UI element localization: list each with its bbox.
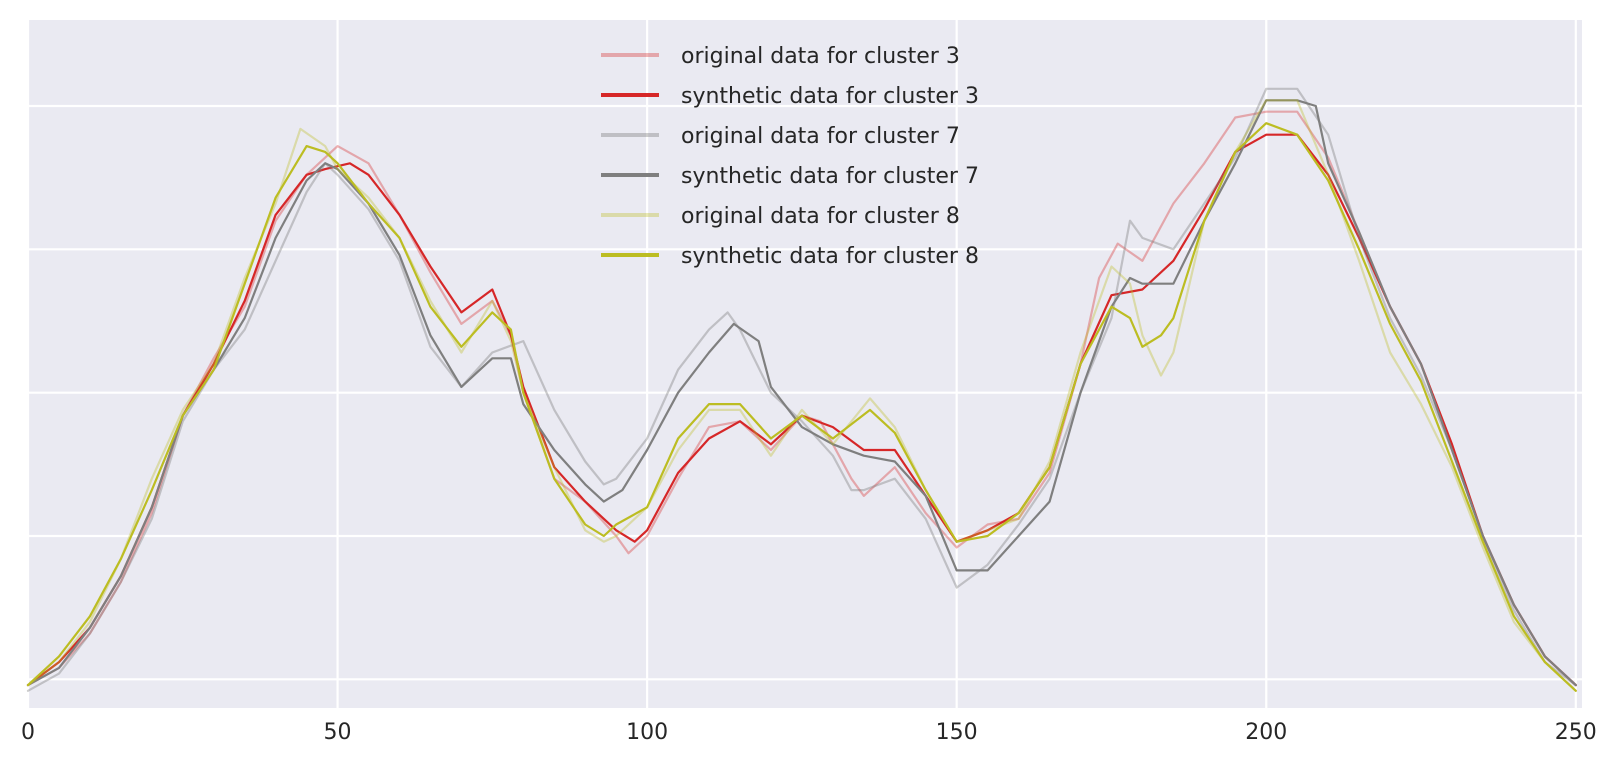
x-tick-label: 250 (1555, 720, 1597, 745)
series-layer (26, 87, 1577, 692)
x-tick-label: 50 (324, 720, 352, 745)
legend-entry: original data for cluster 3 (601, 44, 960, 69)
x-tick-label: 150 (936, 720, 978, 745)
legend-label: synthetic data for cluster 7 (681, 164, 979, 189)
legend-label: original data for cluster 3 (681, 44, 960, 69)
series-line-4 (26, 99, 1577, 687)
legend-entry: original data for cluster 8 (601, 204, 960, 229)
legend-label: synthetic data for cluster 8 (681, 244, 979, 269)
x-tick-label: 200 (1245, 720, 1287, 745)
legend-entry: synthetic data for cluster 3 (601, 84, 979, 109)
grid (26, 20, 1582, 708)
legend-label: synthetic data for cluster 3 (681, 84, 979, 109)
x-axis-ticks: 0 50 100 150 200 250 (21, 720, 1597, 745)
legend-entry: original data for cluster 7 (601, 124, 960, 149)
x-tick-label: 100 (626, 720, 668, 745)
legend-label: original data for cluster 7 (681, 124, 960, 149)
series-line-5 (26, 99, 1577, 692)
legend-entry: synthetic data for cluster 7 (601, 164, 979, 189)
legend: original data for cluster 3 synthetic dat… (601, 44, 979, 269)
legend-label: original data for cluster 8 (681, 204, 960, 229)
legend-entry: synthetic data for cluster 8 (601, 244, 979, 269)
series-line-6 (26, 122, 1577, 692)
x-tick-label: 0 (21, 720, 35, 745)
